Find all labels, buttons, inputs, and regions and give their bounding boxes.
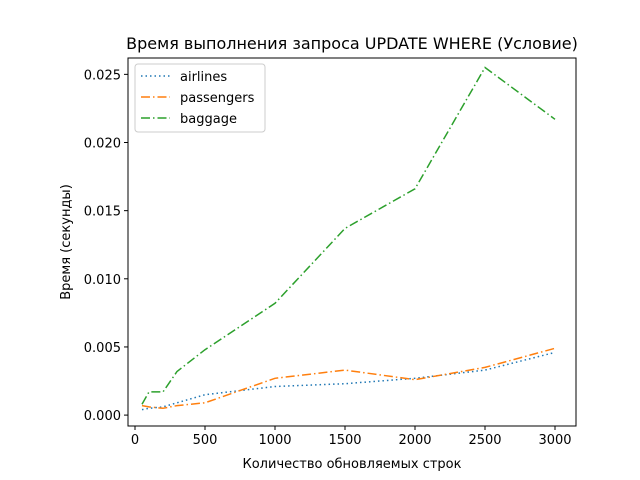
x-tick-label: 500 bbox=[193, 433, 218, 448]
y-tick-label: 0.025 bbox=[84, 68, 121, 83]
series-line-passengers bbox=[141, 347, 556, 410]
x-tick-label: 0 bbox=[131, 433, 139, 448]
x-tick-label: 3000 bbox=[538, 433, 571, 448]
legend-label: airlines bbox=[180, 70, 227, 85]
series-line-baggage bbox=[141, 66, 556, 405]
y-axis-label: Время (секунды) bbox=[59, 184, 74, 300]
legend: airlines passengers baggage bbox=[134, 63, 266, 133]
x-tick-label: 1500 bbox=[328, 433, 361, 448]
y-tick-label: 0.015 bbox=[84, 205, 121, 220]
x-tick-label: 2000 bbox=[398, 433, 431, 448]
legend-box bbox=[134, 63, 266, 133]
chart-title: Время выполнения запроса UPDATE WHERE (У… bbox=[126, 34, 578, 53]
y-tick-label: 0.005 bbox=[84, 341, 121, 356]
plot-frame bbox=[127, 57, 577, 427]
legend-label: passengers bbox=[180, 91, 255, 106]
x-tick-label: 2500 bbox=[468, 433, 501, 448]
legend-label: baggage bbox=[180, 112, 237, 127]
y-tick-label: 0.000 bbox=[84, 409, 121, 424]
x-axis-label: Количество обновляемых строк bbox=[243, 457, 462, 472]
y-tick-label: 0.010 bbox=[84, 273, 121, 288]
x-tick-label: 1000 bbox=[258, 433, 291, 448]
y-tick-label: 0.020 bbox=[84, 137, 121, 152]
